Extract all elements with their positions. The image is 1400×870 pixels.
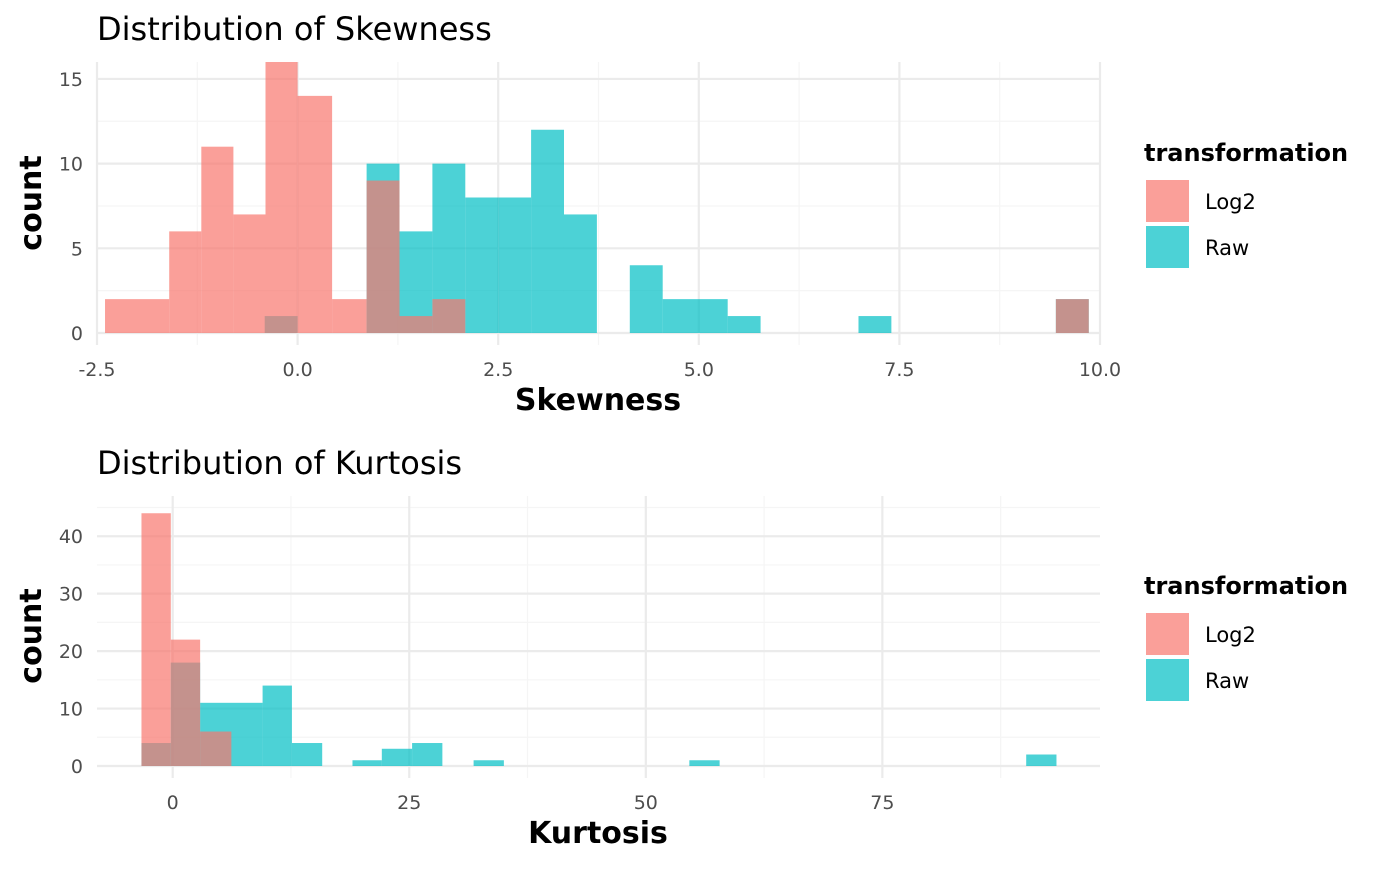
histogram-bar-log2 xyxy=(366,180,400,333)
x-tick-label: 7.5 xyxy=(884,359,914,381)
histogram-bar-raw xyxy=(262,685,292,766)
y-tick-label: 15 xyxy=(59,69,83,91)
y-tick-label: 10 xyxy=(59,154,83,176)
y-tick-label: 10 xyxy=(59,699,83,721)
histogram-bar-log2 xyxy=(141,513,171,766)
x-tick-label: 0.0 xyxy=(282,359,312,381)
kurtosis-x-tick-labels: 0 25 50 75 xyxy=(167,792,895,814)
histogram-bar-raw xyxy=(858,316,892,333)
skewness-bars xyxy=(105,62,1089,333)
histogram-bar-log2 xyxy=(200,731,232,766)
histogram-bar-log2 xyxy=(432,299,466,333)
y-tick-label: 0 xyxy=(71,323,83,345)
kurtosis-legend-title: transformation xyxy=(1144,572,1348,600)
histogram-bar-raw xyxy=(465,197,499,333)
histogram-bar-raw xyxy=(662,299,728,333)
histogram-bar-raw xyxy=(531,129,564,333)
x-tick-label: 5.0 xyxy=(684,359,714,381)
histogram-bar-log2 xyxy=(297,95,333,333)
histogram-bar-raw xyxy=(412,743,443,766)
skewness-legend-swatch-log2 xyxy=(1146,180,1189,222)
x-tick-label: 10.0 xyxy=(1079,359,1121,381)
histogram-bar-log2 xyxy=(201,146,234,333)
histogram-bar-raw xyxy=(291,743,323,766)
histogram-bar-log2 xyxy=(170,639,201,766)
skewness-legend-swatch-raw xyxy=(1146,226,1189,268)
kurtosis-legend-label-log2: Log2 xyxy=(1205,623,1256,647)
histogram-bar-log2 xyxy=(399,316,433,333)
y-tick-label: 0 xyxy=(71,756,83,778)
histogram-bar-raw xyxy=(473,760,504,766)
x-tick-label: 2.5 xyxy=(483,359,513,381)
histogram-bar-raw xyxy=(629,265,663,333)
histogram-bar-log2 xyxy=(169,231,202,333)
skewness-y-axis-title: count xyxy=(14,155,49,250)
kurtosis-bars xyxy=(141,513,1057,766)
skewness-legend-title: transformation xyxy=(1144,139,1348,167)
kurtosis-legend: transformation Log2 Raw xyxy=(1144,572,1348,701)
histogram-bar-log2 xyxy=(332,299,367,333)
y-tick-label: 30 xyxy=(59,584,83,606)
histogram-bar-raw xyxy=(727,316,761,333)
kurtosis-y-axis-title: count xyxy=(14,588,49,683)
skewness-legend-label-log2: Log2 xyxy=(1205,190,1256,214)
skewness-legend-label-raw: Raw xyxy=(1205,236,1249,260)
kurtosis-panel: Distribution of Kurtosis 0 25 50 75 0 10 20 30… xyxy=(14,444,1348,851)
y-tick-label: 20 xyxy=(59,641,83,663)
skewness-legend: transformation Log2 Raw xyxy=(1144,139,1348,268)
x-tick-label: 50 xyxy=(634,792,658,814)
histogram-bar-log2 xyxy=(233,214,266,333)
kurtosis-legend-label-raw: Raw xyxy=(1205,669,1249,693)
y-tick-label: 5 xyxy=(71,238,83,260)
histogram-bar-raw xyxy=(563,214,597,333)
histogram-bar-log2 xyxy=(1055,299,1089,333)
histogram-bar-raw xyxy=(498,197,532,333)
histogram-bar-log2 xyxy=(105,299,170,333)
histogram-bar-raw xyxy=(381,748,413,766)
skewness-panel: Distribution of Skewness -2.5 0.0 2.5 5.0 7.… xyxy=(14,10,1348,418)
x-tick-label: 75 xyxy=(870,792,894,814)
skewness-y-tick-labels: 0 5 10 15 xyxy=(59,69,83,345)
kurtosis-legend-swatch-log2 xyxy=(1146,613,1189,655)
kurtosis-legend-swatch-raw xyxy=(1146,659,1189,701)
histogram-bar-raw xyxy=(689,760,720,766)
x-tick-label: 0 xyxy=(167,792,179,814)
x-tick-label: 25 xyxy=(397,792,421,814)
skewness-x-axis-title: Skewness xyxy=(515,383,681,418)
x-tick-label: -2.5 xyxy=(78,359,115,381)
kurtosis-y-tick-labels: 0 10 20 30 40 xyxy=(59,526,83,778)
kurtosis-x-axis-title: Kurtosis xyxy=(528,816,668,851)
histogram-bar-log2 xyxy=(265,62,298,333)
y-tick-label: 40 xyxy=(59,526,83,548)
skewness-x-tick-labels: -2.5 0.0 2.5 5.0 7.5 10.0 xyxy=(78,359,1121,381)
skewness-chart-title: Distribution of Skewness xyxy=(97,10,492,48)
histogram-bar-raw xyxy=(352,760,382,766)
histogram-bar-raw xyxy=(1026,754,1057,766)
kurtosis-chart-title: Distribution of Kurtosis xyxy=(97,444,462,482)
